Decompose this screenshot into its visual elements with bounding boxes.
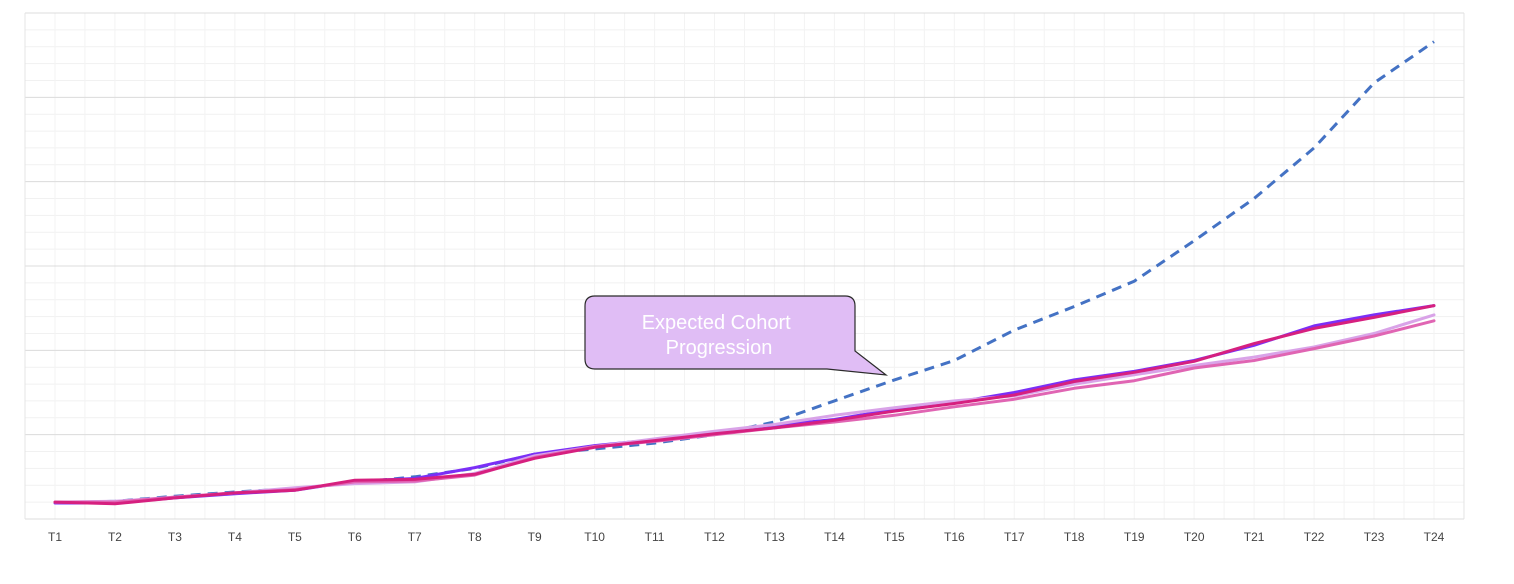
x-tick-label: T19 xyxy=(1124,530,1145,544)
x-tick-label: T6 xyxy=(348,530,362,544)
x-tick-label: T10 xyxy=(584,530,605,544)
x-tick-label: T23 xyxy=(1364,530,1385,544)
x-tick-label: T16 xyxy=(944,530,965,544)
callout-annotation: Expected Cohort Progression xyxy=(584,295,889,376)
x-tick-label: T8 xyxy=(468,530,482,544)
x-tick-label: T1 xyxy=(48,530,62,544)
x-tick-label: T24 xyxy=(1424,530,1445,544)
x-tick-label: T15 xyxy=(884,530,905,544)
x-tick-label: T3 xyxy=(168,530,182,544)
x-tick-label: T5 xyxy=(288,530,302,544)
callout-label: Expected Cohort Progression xyxy=(642,312,797,359)
x-tick-label: T7 xyxy=(408,530,422,544)
x-tick-label: T4 xyxy=(228,530,242,544)
x-tick-label: T22 xyxy=(1304,530,1325,544)
x-tick-label: T13 xyxy=(764,530,785,544)
x-tick-label: T18 xyxy=(1064,530,1085,544)
callout-bubble xyxy=(584,295,889,376)
series-layer xyxy=(53,40,1436,506)
major-grid xyxy=(24,12,1465,520)
x-axis-ticks: T1 T2 T3 T4 T5 T6 T7 T8 T9 T10 T11 T12 T13 T14 T15 T16 T… xyxy=(48,530,1445,544)
x-tick-label: T9 xyxy=(528,530,542,544)
x-tick-label: T17 xyxy=(1004,530,1025,544)
x-tick-label: T11 xyxy=(645,530,665,544)
series-line-5 xyxy=(53,304,1436,506)
x-tick-label: T2 xyxy=(108,530,122,544)
x-tick-label: T14 xyxy=(824,530,845,544)
x-tick-label: T21 xyxy=(1244,530,1265,544)
x-tick-label: T20 xyxy=(1184,530,1205,544)
x-tick-label: T12 xyxy=(704,530,725,544)
